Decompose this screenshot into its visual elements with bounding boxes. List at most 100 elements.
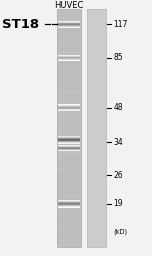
Bar [58, 190, 80, 191]
Bar [58, 138, 80, 139]
Bar [58, 60, 80, 61]
Bar [58, 182, 80, 183]
Bar [58, 50, 80, 51]
Bar [58, 56, 80, 57]
Bar [58, 244, 80, 245]
Bar [58, 139, 81, 140]
Bar [58, 201, 81, 202]
Bar [58, 77, 80, 78]
Bar [58, 79, 80, 80]
Bar [58, 141, 80, 142]
Bar [58, 78, 80, 79]
Bar [58, 101, 80, 102]
Bar [58, 231, 80, 232]
Bar [58, 236, 80, 237]
Bar [58, 192, 80, 193]
Bar [58, 80, 80, 81]
Bar [58, 135, 80, 136]
Bar [58, 53, 80, 54]
Text: HUVEC: HUVEC [54, 1, 84, 10]
Bar [58, 68, 80, 69]
Bar [58, 137, 81, 138]
Bar [58, 20, 80, 21]
Bar [58, 45, 80, 46]
Bar [58, 238, 80, 239]
Bar [58, 100, 80, 101]
Bar [58, 140, 81, 141]
Bar [58, 233, 80, 234]
Bar [58, 34, 80, 35]
Bar [58, 82, 80, 83]
Bar [58, 33, 80, 34]
Bar [58, 127, 80, 129]
Bar [58, 176, 80, 177]
Bar [58, 47, 80, 48]
Bar [58, 165, 80, 166]
Bar [58, 156, 80, 157]
Bar [58, 104, 80, 105]
Bar [58, 16, 80, 17]
Bar [58, 226, 80, 227]
Bar [58, 120, 80, 121]
Bar [58, 170, 80, 172]
Bar [58, 60, 81, 61]
Bar [58, 112, 80, 113]
Bar [58, 55, 81, 56]
Bar [58, 59, 80, 60]
Bar [58, 73, 80, 74]
Bar [58, 90, 80, 91]
Bar [58, 203, 81, 204]
Bar [58, 139, 80, 140]
Bar [58, 72, 80, 73]
Bar [58, 224, 80, 225]
Bar [58, 203, 81, 204]
Bar [58, 181, 80, 182]
Bar [58, 27, 80, 28]
Bar [58, 31, 80, 32]
Bar [58, 76, 80, 77]
Bar [58, 147, 81, 148]
Bar [58, 86, 80, 87]
Bar [58, 155, 80, 156]
Bar [58, 58, 81, 59]
Bar [58, 35, 80, 36]
Bar [58, 32, 80, 33]
Text: (kD): (kD) [113, 228, 127, 235]
Bar [58, 220, 80, 221]
Bar [58, 13, 80, 14]
Bar [58, 81, 80, 82]
Bar [58, 217, 80, 218]
Bar [58, 142, 81, 143]
Bar [58, 211, 80, 212]
Bar [58, 218, 80, 219]
Bar [58, 137, 80, 138]
Bar [58, 152, 80, 153]
Bar [58, 106, 81, 107]
Bar [58, 21, 81, 22]
Bar [58, 9, 80, 10]
Bar [58, 169, 80, 170]
Bar [58, 74, 80, 75]
Bar [58, 205, 81, 206]
Bar [58, 91, 80, 92]
Bar [58, 180, 80, 181]
Bar [58, 223, 80, 224]
Bar [58, 141, 81, 142]
Bar [58, 115, 80, 116]
Bar [58, 141, 81, 142]
Bar [58, 113, 80, 114]
Bar [58, 51, 80, 52]
Bar [58, 110, 80, 111]
Bar [58, 205, 80, 206]
Bar [58, 121, 80, 122]
Bar [58, 57, 81, 58]
Bar [58, 227, 80, 228]
Text: 26: 26 [113, 171, 123, 180]
Bar [58, 149, 81, 150]
Bar [58, 28, 80, 29]
Bar [58, 125, 80, 126]
Bar [58, 143, 81, 144]
Bar [58, 132, 80, 133]
Bar [58, 42, 80, 43]
Bar [58, 26, 80, 27]
